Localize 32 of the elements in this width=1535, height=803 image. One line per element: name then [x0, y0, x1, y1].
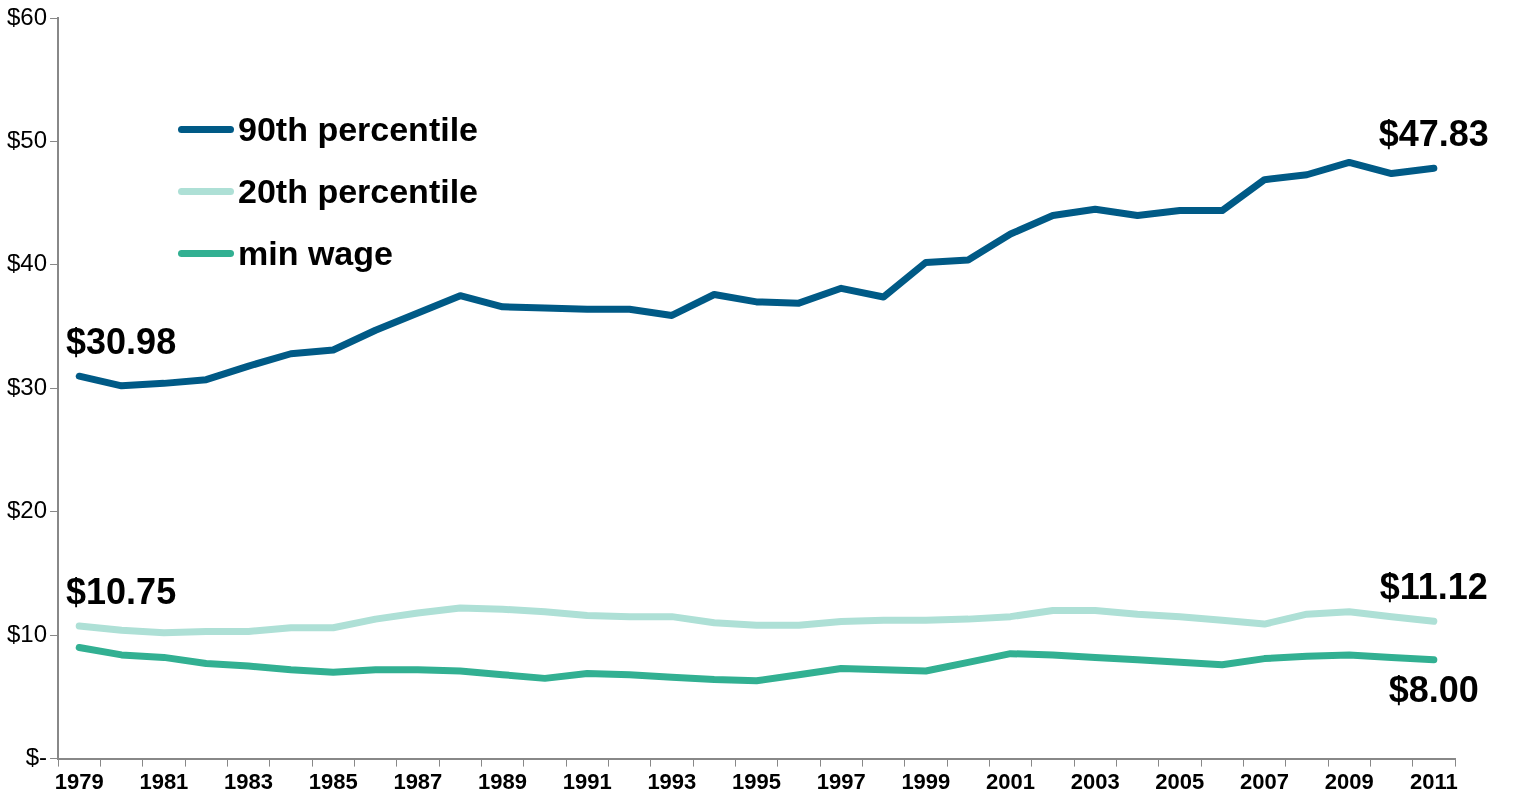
x-tick-label: 1981: [139, 768, 189, 794]
annotation: $30.98: [66, 321, 177, 363]
x-tick-label: 2007: [1240, 768, 1289, 794]
legend-label: 20th percentile: [238, 171, 479, 211]
y-tick-label: $40: [7, 249, 48, 277]
x-tick-label: 1979: [54, 768, 104, 794]
y-tick-label: $30: [7, 372, 48, 400]
y-tick-label: $20: [7, 496, 48, 524]
x-tick-label: 1989: [478, 768, 528, 794]
y-tick-label: $60: [7, 2, 48, 30]
x-tick-label: 1991: [562, 768, 612, 794]
x-tick-label: 1983: [224, 768, 274, 794]
annotation: $10.75: [66, 570, 177, 612]
annotation: $8.00: [1388, 668, 1479, 710]
x-tick-label: 1995: [732, 768, 781, 794]
x-tick-label: 2005: [1155, 768, 1205, 794]
annotation: $11.12: [1379, 566, 1488, 608]
x-tick-label: 2011: [1409, 768, 1458, 794]
x-tick-label: 2001: [986, 768, 1035, 794]
y-tick-label: $50: [7, 126, 48, 154]
x-tick-label: 1985: [308, 768, 358, 794]
x-tick-label: 1997: [816, 768, 866, 794]
legend-label: 90th percentile: [238, 109, 479, 149]
legend-label: min wage: [238, 233, 393, 273]
x-tick-label: 2009: [1324, 768, 1374, 794]
x-tick-label: 2003: [1070, 768, 1120, 794]
y-tick-label: $-: [25, 743, 48, 771]
x-tick-label: 1987: [393, 768, 443, 794]
annotation: $47.83: [1378, 113, 1489, 155]
y-tick-label: $10: [7, 619, 48, 647]
x-tick-label: 1999: [901, 768, 951, 794]
x-tick-label: 1993: [647, 768, 697, 794]
